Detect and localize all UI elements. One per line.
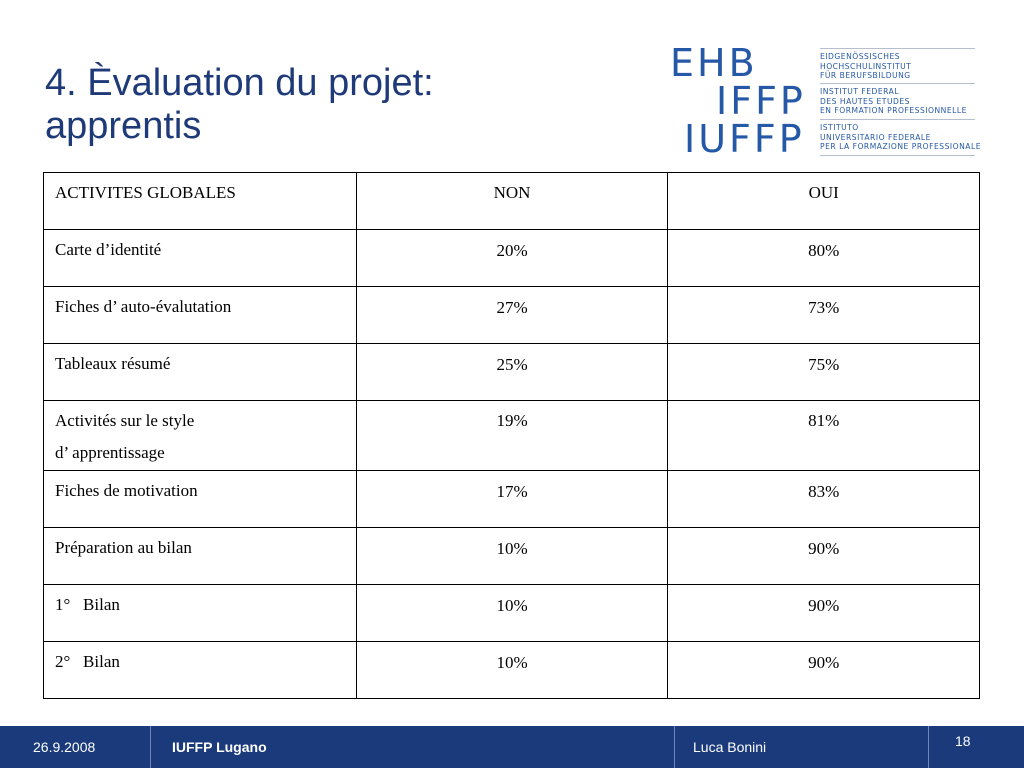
logo-text-line: ISTITUTO (820, 123, 859, 132)
slide-title-line2: apprentis (45, 105, 202, 147)
oui-cell: 90% (667, 584, 980, 642)
table-row: Préparation au bilan 10% 90% (43, 527, 980, 585)
logo-text-german: EIDGENÖSSISCHES HOCHSCHULINSTITUT FÜR BE… (820, 52, 975, 81)
logo-text-line: INSTITUT FEDERAL (820, 87, 900, 96)
activity-cell: Fiches de motivation (43, 470, 357, 528)
activity-cell-line1: Activités sur le style (55, 411, 195, 430)
table-row: Tableaux résumé 25% 75% (43, 343, 980, 401)
logo-text-french: INSTITUT FEDERAL DES HAUTES ETUDES EN FO… (820, 87, 975, 116)
footer-page-number: 18 (955, 733, 971, 749)
activity-cell: Carte d’identité (43, 229, 357, 287)
logo-text-line: EIDGENÖSSISCHES (820, 52, 901, 61)
oui-cell: 83% (667, 470, 980, 528)
logo-divider (820, 83, 975, 84)
footer-author: Luca Bonini (693, 739, 767, 755)
footer-date: 26.9.2008 (33, 739, 96, 755)
footer-divider (150, 726, 151, 768)
non-cell: 10% (355, 584, 669, 642)
non-cell: 17% (355, 470, 669, 528)
oui-cell: 73% (667, 286, 980, 344)
oui-cell: 90% (667, 641, 980, 699)
non-cell: 19% (355, 400, 669, 471)
activity-cell: 2° Bilan (43, 641, 357, 699)
table-header-row: ACTIVITES GLOBALES NON OUI (43, 172, 980, 230)
table-row: Fiches d’ auto-évalutation 27% 73% (43, 286, 980, 344)
table-row: 2° Bilan 10% 90% (43, 641, 980, 699)
table-row: Fiches de motivation 17% 83% (43, 470, 980, 528)
footer-divider (674, 726, 675, 768)
evaluation-table: ACTIVITES GLOBALES NON OUI Carte d’ident… (43, 172, 980, 699)
activity-cell-line2: d’ apprentissage (55, 443, 165, 462)
footer-organization: IUFFP Lugano (172, 739, 267, 755)
logo-acronym-iffp: IFFP (716, 79, 806, 123)
non-cell: 20% (355, 229, 669, 287)
activity-cell: Tableaux résumé (43, 343, 357, 401)
activity-cell: Préparation au bilan (43, 527, 357, 585)
table-row: Carte d’identité 20% 80% (43, 229, 980, 287)
oui-cell: 80% (667, 229, 980, 287)
header-oui: OUI (667, 172, 980, 230)
logo-divider (820, 48, 975, 49)
oui-cell: 75% (667, 343, 980, 401)
oui-cell: 90% (667, 527, 980, 585)
logo-text-line: PER LA FORMAZIONE PROFESSIONALE (820, 142, 982, 152)
oui-cell: 81% (667, 400, 980, 471)
slide-title-line1: 4. Èvaluation du projet: (45, 62, 434, 104)
logo-text-italian: ISTITUTO UNIVERSITARIO FEDERALE PER LA F… (820, 123, 982, 152)
activity-cell: 1° Bilan (43, 584, 357, 642)
logo-text-line: UNIVERSITARIO FEDERALE (820, 132, 931, 142)
non-cell: 25% (355, 343, 669, 401)
logo-divider (820, 155, 975, 156)
logo-text-line: EN FORMATION PROFESSIONNELLE (820, 106, 967, 116)
iuffp-logo: EHB IFFP IUFFP EIDGENÖSSISCHES HOCHSCHUL… (670, 41, 982, 162)
table-row: 1° Bilan 10% 90% (43, 584, 980, 642)
activity-cell: Fiches d’ auto-évalutation (43, 286, 357, 344)
header-non: NON (355, 172, 669, 230)
table-row: Activités sur le style d’ apprentissage … (43, 400, 980, 471)
non-cell: 10% (355, 527, 669, 585)
slide-footer: 26.9.2008 IUFFP Lugano Luca Bonini 18 (0, 726, 1024, 768)
slide-title: 4. Èvaluation du projet: apprentis (45, 62, 434, 148)
header-activities: ACTIVITES GLOBALES (43, 172, 357, 230)
logo-divider (820, 119, 975, 120)
logo-acronym-ehb: EHB (670, 41, 758, 85)
non-cell: 10% (355, 641, 669, 699)
logo-text-line: DES HAUTES ETUDES (820, 96, 910, 106)
logo-acronym-iuffp: IUFFP (684, 117, 805, 161)
activity-cell: Activités sur le style d’ apprentissage (43, 400, 357, 471)
logo-text-line: FÜR BERUFSBILDUNG (820, 71, 911, 81)
non-cell: 27% (355, 286, 669, 344)
footer-divider (928, 726, 929, 768)
logo-text-line: HOCHSCHULINSTITUT (820, 61, 912, 71)
